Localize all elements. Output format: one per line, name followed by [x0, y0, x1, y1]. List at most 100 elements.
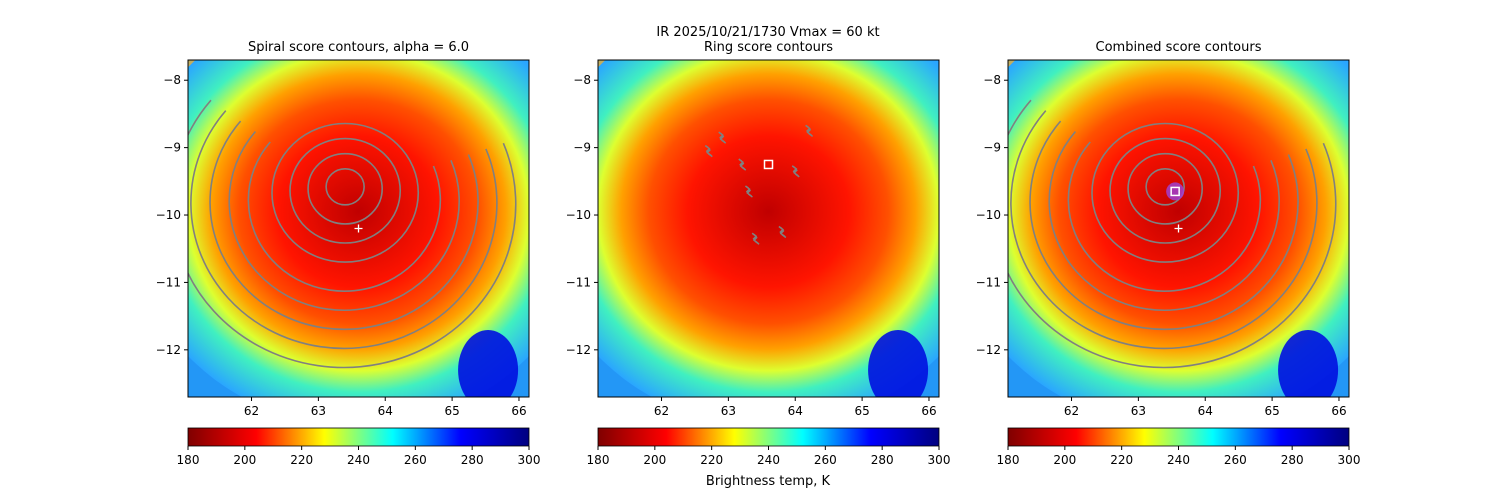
y-tick-label: −12: [566, 343, 591, 357]
contour-arc: [209, 120, 479, 331]
x-tick-label: 63: [721, 404, 736, 418]
contour-ring: [1145, 168, 1185, 206]
panel-2: Ring score contours 62 63 64 65 66 −8 −9 −10 −11 −…: [566, 40, 951, 467]
figure-suptitle: IR 2025/10/21/1730 Vmax = 60 kt: [656, 25, 879, 40]
x-tick-label: 66: [511, 404, 526, 418]
x-tick-label: 66: [921, 404, 936, 418]
colorbar-tick-label: 240: [347, 453, 370, 467]
y-tick-label: −12: [976, 343, 1001, 357]
contour-ring: [307, 152, 383, 225]
x-tick-label: 64: [788, 404, 803, 418]
contour-arc: [1029, 120, 1299, 331]
heatmap-image: [598, 60, 939, 397]
colorbar: [597, 427, 940, 447]
colorbar-tick-label: 180: [177, 453, 200, 467]
panels: Spiral score contours, alpha = 6.0 62 63 64…: [156, 40, 1361, 467]
y-tick-label: −10: [566, 208, 591, 222]
ring-contour-fragment: [791, 165, 800, 178]
score-contours: [1008, 99, 1337, 369]
score-contours: [188, 99, 517, 369]
contour-arc: [188, 99, 517, 369]
heatmap-image: [1008, 60, 1349, 397]
ring-contour-fragment: [751, 232, 760, 245]
colorbar-tick-label: 300: [928, 453, 951, 467]
contour-ring: [1127, 152, 1203, 225]
y-tick-label: −8: [983, 73, 1001, 87]
heatmap-cold-spot: [868, 330, 929, 397]
contour-ring: [271, 122, 420, 263]
ring-contour-fragment: [718, 131, 727, 144]
colorbar: [187, 427, 530, 447]
y-tick-label: −11: [566, 275, 591, 289]
panel-1: Spiral score contours, alpha = 6.0 62 63 64…: [156, 40, 541, 467]
x-tick-label: 63: [311, 404, 326, 418]
center-plus-marker: [1174, 224, 1183, 233]
contour-ring: [1109, 137, 1222, 244]
y-tick-label: −12: [156, 343, 181, 357]
y-tick-label: −8: [573, 73, 591, 87]
ring-contour-fragment: [738, 158, 747, 171]
colorbar-tick-label: 220: [290, 453, 313, 467]
colorbar-label: Brightness temp, K: [706, 474, 831, 489]
heatmap-cold-spot: [1278, 330, 1339, 397]
colorbar-tick-label: 300: [1338, 453, 1361, 467]
y-tick-label: −11: [976, 275, 1001, 289]
x-tick-label: 62: [654, 404, 669, 418]
y-tick-label: −10: [156, 208, 181, 222]
axes-frame: [187, 59, 530, 398]
x-tick-label: 64: [1198, 404, 1213, 418]
contour-arc: [1008, 99, 1337, 369]
heatmap-storm: [598, 60, 939, 397]
colorbar-tick-label: 200: [1053, 453, 1076, 467]
x-tick-label: 66: [1331, 404, 1346, 418]
combined-peak-blob: [1166, 182, 1185, 201]
contour-ring: [1091, 122, 1240, 263]
heatmap-storm: [1008, 60, 1349, 397]
panel-title: Spiral score contours, alpha = 6.0: [248, 40, 469, 55]
colorbar-tick-label: 180: [997, 453, 1020, 467]
ring-contour-fragment: [778, 225, 787, 239]
y-tick-label: −9: [163, 141, 181, 155]
x-tick-label: 65: [444, 404, 459, 418]
colorbar-tick-label: 240: [757, 453, 780, 467]
colorbar-tick-label: 260: [1224, 453, 1247, 467]
colorbar-tick-label: 220: [1110, 453, 1133, 467]
x-tick-label: 64: [378, 404, 393, 418]
heatmap-storm: [188, 60, 529, 397]
ring-contour-fragment: [744, 185, 753, 198]
ring-contour-fragment: [805, 124, 814, 137]
x-tick-label: 62: [1064, 404, 1079, 418]
colorbar-tick-label: 280: [871, 453, 894, 467]
colorbar-tick-label: 280: [461, 453, 484, 467]
panel-title: Combined score contours: [1096, 40, 1262, 55]
contour-arc: [1048, 131, 1281, 311]
contour-ring: [289, 137, 402, 244]
ring-contours: [704, 124, 814, 245]
panel-3: Combined score contours 62 63 64 65 66 −8 −9 −10…: [976, 40, 1361, 467]
y-tick-label: −9: [983, 141, 1001, 155]
y-tick-label: −9: [573, 141, 591, 155]
colorbar-tick-label: 220: [700, 453, 723, 467]
colorbar-tick-label: 200: [643, 453, 666, 467]
center-plus-marker: [354, 224, 363, 233]
colorbar-tick-label: 300: [518, 453, 541, 467]
colorbar-tick-label: 260: [404, 453, 427, 467]
contour-arc: [247, 141, 442, 292]
heatmap-cold-spot: [458, 330, 519, 397]
contour-arc: [190, 110, 498, 350]
contour-ring: [325, 168, 365, 206]
colorbar: [1007, 427, 1350, 447]
center-square-marker: [1170, 186, 1180, 197]
colorbar-tick-label: 200: [233, 453, 256, 467]
ring-contour-fragment: [704, 144, 713, 158]
contour-arc: [1067, 141, 1262, 292]
x-tick-label: 62: [244, 404, 259, 418]
y-tick-label: −10: [976, 208, 1001, 222]
colorbar-tick-label: 180: [587, 453, 610, 467]
colorbar-tick-label: 260: [814, 453, 837, 467]
x-tick-label: 65: [1264, 404, 1279, 418]
x-tick-label: 65: [854, 404, 869, 418]
x-tick-label: 63: [1131, 404, 1146, 418]
axes-frame: [597, 59, 940, 398]
